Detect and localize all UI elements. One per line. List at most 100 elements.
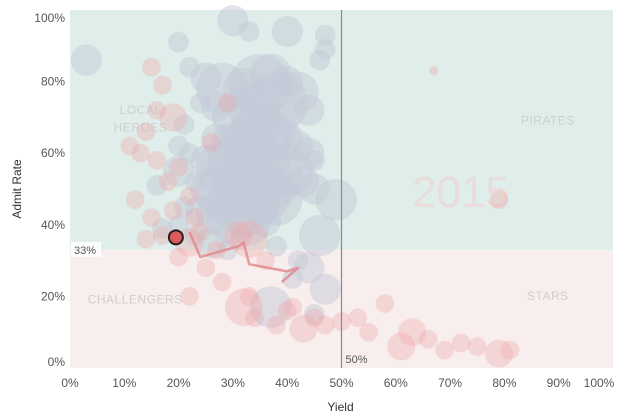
quadrant-label-pirates: PIRATES [521, 114, 575, 128]
red-bubble-series [120, 57, 520, 368]
x-axis-ticks: 0% 10% 20% 30% 40% 50% 60% 70% 80% 90% 100% [61, 376, 614, 390]
red-bubble-2[interactable] [147, 100, 167, 120]
quadrant-label-local-heroes-line1: LOCAL [120, 103, 162, 117]
gray-bubble-57[interactable] [298, 214, 341, 257]
x-tick-label-4: 40% [275, 376, 299, 390]
highlighted-school-point[interactable] [167, 229, 184, 246]
red-bubble-22[interactable] [224, 221, 253, 250]
y-tick-label-2: 40% [41, 218, 65, 232]
gray-bubble-69[interactable] [287, 250, 309, 271]
red-bubble-40[interactable] [435, 340, 455, 360]
red-bubble-14[interactable] [152, 226, 172, 245]
gray-bubble-3[interactable] [238, 21, 260, 42]
red-bubble-28[interactable] [266, 315, 286, 335]
quadrant-label-local-heroes-line2: HEROES [114, 121, 168, 135]
red-bubble-47[interactable] [218, 93, 237, 113]
red-bubble-15[interactable] [136, 229, 156, 249]
red-bubble-25[interactable] [239, 287, 259, 306]
red-bubble-11[interactable] [125, 190, 145, 210]
highlight-trail [188, 231, 300, 284]
gray-bubble-22[interactable] [173, 114, 195, 135]
red-bubble-6[interactable] [131, 143, 150, 163]
x-tick-label-7: 70% [438, 376, 462, 390]
red-bubble-51[interactable] [277, 301, 297, 321]
red-bubble-13[interactable] [163, 201, 183, 220]
red-bubble-4[interactable] [136, 122, 156, 142]
admit-rate-reference-label-bg [71, 241, 101, 257]
x-tick-label-8: 80% [492, 376, 516, 390]
gray-bubble-49[interactable] [315, 178, 357, 221]
gray-bubble-70[interactable] [244, 194, 276, 227]
gray-bubble-1[interactable] [168, 31, 190, 53]
red-bubble-48[interactable] [201, 133, 221, 152]
red-bubble-36[interactable] [375, 294, 395, 313]
red-bubble-29[interactable] [283, 297, 302, 317]
red-bubble-18[interactable] [190, 222, 210, 242]
y-axis-ticks: 0% 20% 40% 60% 80% 100% [34, 11, 65, 369]
red-bubble-7[interactable] [147, 151, 167, 170]
red-bubble-38[interactable] [398, 318, 427, 347]
red-bubble-42[interactable] [467, 337, 487, 356]
x-tick-label-5: 50% [329, 376, 353, 390]
red-bubble-8[interactable] [158, 172, 178, 192]
red-bubble-23[interactable] [230, 220, 268, 258]
yield-reference-label: 50% [346, 354, 368, 366]
red-bubble-31[interactable] [304, 308, 324, 328]
red-bubble-26[interactable] [225, 288, 263, 326]
red-bubble-21[interactable] [212, 272, 232, 292]
x-tick-label-10: 100% [584, 376, 615, 390]
gray-bubble-0[interactable] [70, 44, 102, 76]
red-bubble-19[interactable] [196, 258, 216, 278]
red-bubble-35[interactable] [359, 322, 379, 342]
red-bubble-41[interactable] [451, 333, 471, 353]
red-bubble-39[interactable] [419, 330, 438, 349]
red-bubble-43[interactable] [484, 339, 514, 368]
red-bubble-10[interactable] [180, 186, 199, 206]
red-bubble-50[interactable] [180, 287, 199, 306]
red-bubble-16[interactable] [169, 247, 188, 267]
red-bubble-49[interactable] [185, 208, 205, 227]
y-tick-label-3: 60% [41, 146, 65, 160]
y-tick-label-1: 20% [41, 289, 65, 303]
x-tick-label-6: 60% [384, 376, 408, 390]
y-tick-label-4: 80% [41, 75, 65, 89]
admit-rate-reference-label: 33% [74, 245, 96, 257]
gray-bubble-67[interactable] [303, 303, 325, 325]
gray-bubble-50[interactable] [146, 175, 168, 196]
red-bubble-45[interactable] [429, 66, 439, 76]
y-tick-label-0: 0% [48, 355, 66, 369]
gray-bubble-21[interactable] [189, 92, 211, 114]
red-bubble-44[interactable] [500, 340, 520, 360]
year-watermark: 2015 [412, 168, 510, 217]
x-tick-label-1: 10% [112, 376, 136, 390]
red-bubble-5[interactable] [120, 136, 140, 156]
y-tick-label-5: 100% [34, 11, 65, 25]
x-tick-label-2: 20% [167, 376, 191, 390]
red-bubble-30[interactable] [289, 314, 318, 343]
red-bubble-0[interactable] [142, 57, 161, 77]
quadrant-label-stars: STARS [527, 289, 569, 303]
red-bubble-1[interactable] [152, 75, 172, 95]
gray-bubble-65[interactable] [309, 273, 341, 305]
red-bubble-32[interactable] [315, 315, 335, 335]
gray-bubble-4[interactable] [271, 15, 303, 48]
red-bubble-34[interactable] [348, 308, 368, 328]
gray-bubble-66[interactable] [250, 286, 292, 328]
y-axis-title: Admit Rate [10, 159, 24, 219]
red-bubble-9[interactable] [169, 158, 188, 177]
x-tick-label-3: 30% [221, 376, 245, 390]
red-bubble-46[interactable] [489, 190, 509, 210]
gray-bubble-68[interactable] [265, 235, 287, 257]
red-bubble-27[interactable] [245, 308, 264, 328]
gray-bubble-5[interactable] [314, 24, 336, 46]
red-bubble-37[interactable] [387, 332, 416, 361]
gray-bubble-63[interactable] [282, 268, 304, 289]
x-tick-label-9: 90% [547, 376, 571, 390]
red-bubble-3[interactable] [159, 103, 188, 132]
gray-bubble-7[interactable] [309, 49, 331, 71]
gray-bubble-series [70, 5, 357, 328]
gray-bubble-64[interactable] [151, 217, 173, 239]
quadrant-label-challengers: CHALLENGERS [88, 293, 183, 307]
red-bubble-12[interactable] [142, 208, 161, 227]
